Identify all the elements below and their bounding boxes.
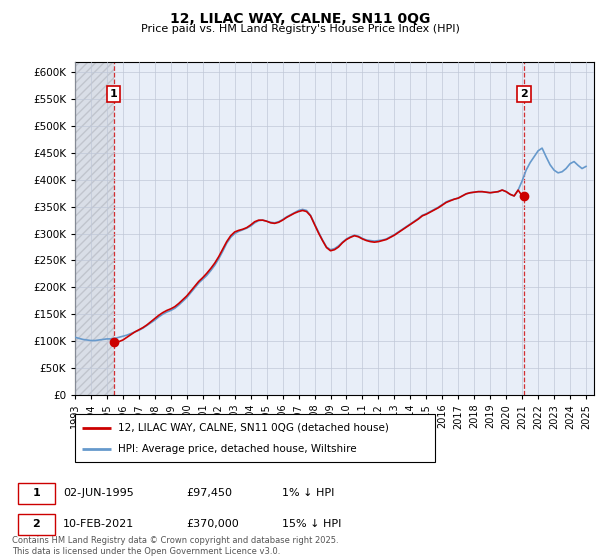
Text: 1% ↓ HPI: 1% ↓ HPI (282, 488, 334, 498)
Text: Price paid vs. HM Land Registry's House Price Index (HPI): Price paid vs. HM Land Registry's House … (140, 24, 460, 34)
Text: 02-JUN-1995: 02-JUN-1995 (63, 488, 134, 498)
Text: 2: 2 (32, 519, 40, 529)
Text: 1: 1 (32, 488, 40, 498)
Text: 12, LILAC WAY, CALNE, SN11 0QG: 12, LILAC WAY, CALNE, SN11 0QG (170, 12, 430, 26)
Text: Contains HM Land Registry data © Crown copyright and database right 2025.
This d: Contains HM Land Registry data © Crown c… (12, 536, 338, 556)
Text: £97,450: £97,450 (186, 488, 232, 498)
Text: £370,000: £370,000 (186, 519, 239, 529)
Text: 15% ↓ HPI: 15% ↓ HPI (282, 519, 341, 529)
Text: 1: 1 (110, 89, 118, 99)
Text: HPI: Average price, detached house, Wiltshire: HPI: Average price, detached house, Wilt… (118, 444, 357, 454)
Text: 10-FEB-2021: 10-FEB-2021 (63, 519, 134, 529)
Text: 2: 2 (520, 89, 528, 99)
Text: 12, LILAC WAY, CALNE, SN11 0QG (detached house): 12, LILAC WAY, CALNE, SN11 0QG (detached… (118, 423, 389, 433)
